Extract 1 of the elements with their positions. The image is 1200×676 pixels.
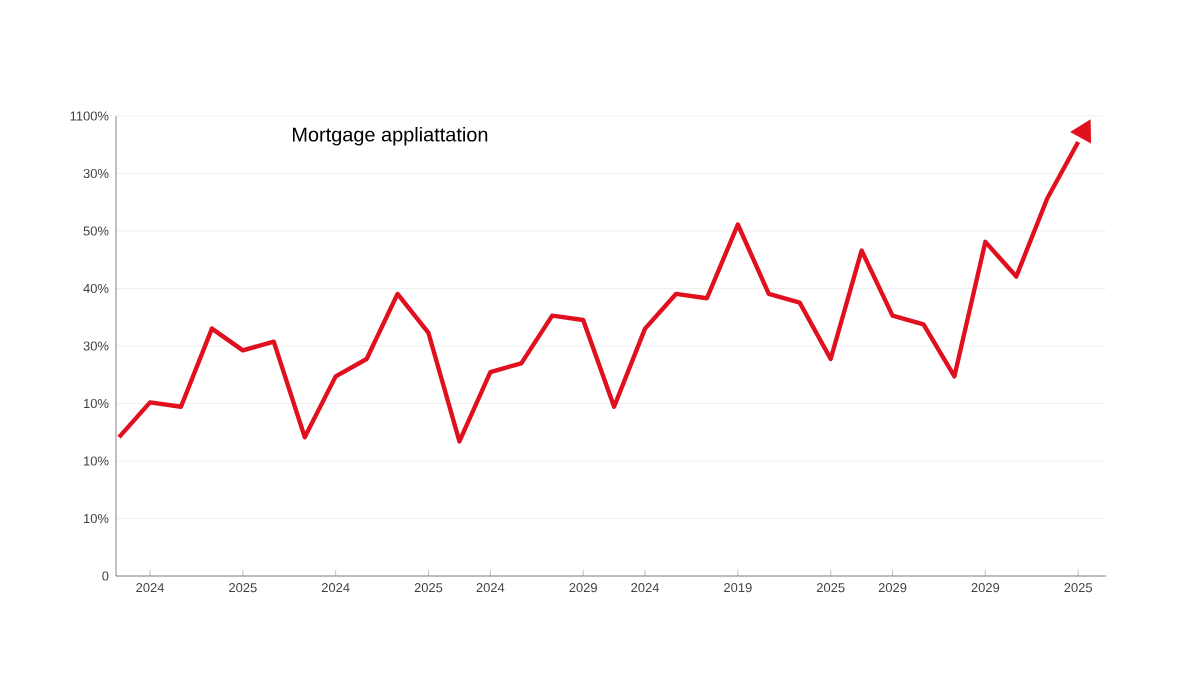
chart-title: Mortgage appliattation	[292, 126, 488, 146]
